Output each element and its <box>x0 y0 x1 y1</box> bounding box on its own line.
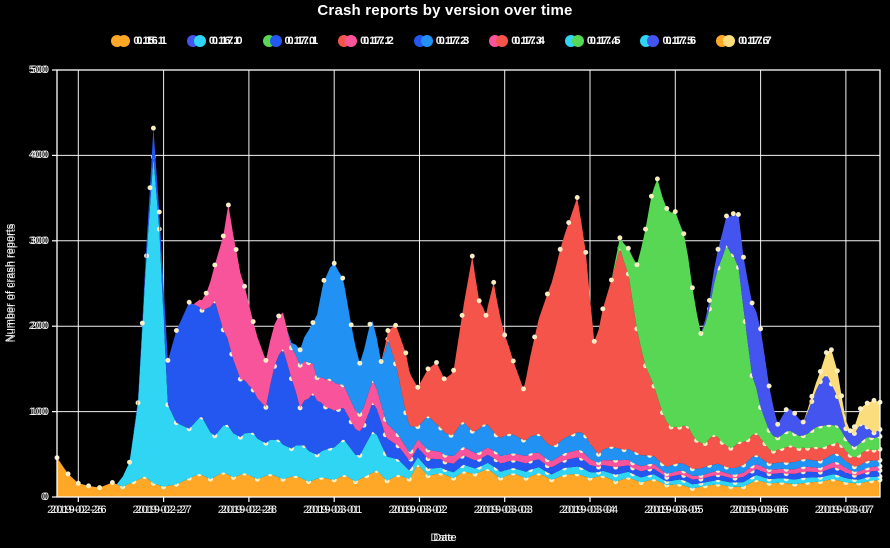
legend-label-text: 0.17.4 <box>514 35 545 47</box>
legend-item-0.17.5[interactable]: 0.17.4 0.17.5 <box>564 33 621 49</box>
legend-dot <box>193 35 206 47</box>
legend-dot <box>345 35 358 47</box>
y-axis-title: Number of crash reports <box>4 223 16 343</box>
legend-label: 0.17.3 0.17.4 <box>511 35 545 47</box>
legend-label-text: 0.17.5 <box>589 35 621 47</box>
legend-item-0.16.1[interactable]: 0.15.1 0.16.1 <box>111 33 167 49</box>
legend-label: 0.17.1 0.17.2 <box>360 35 394 47</box>
x-tick-label: 2019-03-05 <box>647 504 704 516</box>
legend-ghost-label: 0.17.4 <box>586 35 618 47</box>
legend-dot <box>647 35 660 47</box>
legend-dot <box>420 35 433 47</box>
legend-label: 0.16.1 0.17.0 <box>208 35 243 47</box>
legend-swatch <box>489 35 509 47</box>
legend-label: 0.17.0 0.17.1 <box>284 35 319 47</box>
legend-item-0.17.3[interactable]: 0.17.2 0.17.3 <box>413 33 470 49</box>
legend-label-text: 0.17.6 <box>665 35 697 47</box>
legend-label-text: 0.17.2 <box>363 35 394 47</box>
legend-item-0.17.0[interactable]: 0.16.1 0.17.0 <box>186 33 243 49</box>
legend-dot <box>723 35 736 47</box>
x-tick-label: 2019-03-07 <box>817 504 875 516</box>
chart-legend: 0.15.1 0.16.1 0.16.1 0.17.0 0.17.0 0.17.1 0.17… <box>0 33 890 49</box>
x-tick-label: 2019-03-02 <box>391 504 448 516</box>
y-tick-label: 400 <box>30 149 49 162</box>
x-tick-label: 2019-03-04 <box>561 504 619 516</box>
legend-label-text: 0.17.7 <box>741 35 772 47</box>
x-tick-label: 2019-03-03 <box>476 504 533 516</box>
y-tick-label: 100 <box>30 405 49 418</box>
legend-dot <box>118 35 131 47</box>
legend-ghost-label: 0.16.1 <box>208 35 240 47</box>
legend-swatch <box>413 35 433 47</box>
legend-dot <box>571 35 584 47</box>
legend-item-0.17.7[interactable]: 0.17.6 0.17.7 <box>716 33 772 49</box>
legend-swatch <box>716 35 736 47</box>
legend-item-0.17.2[interactable]: 0.17.1 0.17.2 <box>338 33 394 49</box>
legend-item-0.17.6[interactable]: 0.17.5 0.17.6 <box>640 33 697 49</box>
x-tick-label: 2019-03-06 <box>732 504 789 516</box>
x-tick-label: 2019-02-27 <box>135 504 192 516</box>
legend-swatch <box>262 35 282 47</box>
x-tick-label: 2019-02-26 <box>50 504 107 516</box>
y-tick-label: 200 <box>30 320 49 333</box>
legend-label: 0.17.5 0.17.6 <box>662 35 697 47</box>
legend-ghost-label: 0.17.3 <box>511 35 542 47</box>
legend-label: 0.17.4 0.17.5 <box>586 35 621 47</box>
legend-item-0.17.1[interactable]: 0.17.0 0.17.1 <box>262 33 319 49</box>
legend-swatch <box>640 35 660 47</box>
legend-label-text: 0.17.0 <box>211 35 243 47</box>
x-tick-label: 2019-03-01 <box>306 504 363 516</box>
legend-dot <box>496 35 509 47</box>
legend-ghost-label: 0.17.6 <box>738 35 769 47</box>
legend-item-0.17.4[interactable]: 0.17.3 0.17.4 <box>489 33 545 49</box>
x-tick-label: 2019-02-28 <box>220 504 278 516</box>
legend-label-text: 0.16.1 <box>136 35 167 47</box>
y-tick-label: 500 <box>30 64 49 76</box>
legend-label: 0.17.2 0.17.3 <box>435 35 470 47</box>
legend-swatch <box>564 35 584 47</box>
chart-title: Crash reports by version over time <box>317 2 573 19</box>
legend-swatch <box>186 35 206 47</box>
x-axis-title: Date <box>433 532 457 544</box>
y-tick-label: 0 <box>42 491 49 503</box>
legend-label: 0.15.1 0.16.1 <box>133 35 167 47</box>
legend-swatch <box>111 35 131 47</box>
legend-swatch <box>338 35 358 47</box>
y-tick-label: 300 <box>30 234 49 247</box>
legend-label: 0.17.6 0.17.7 <box>738 35 772 47</box>
legend-ghost-label: 0.17.1 <box>360 35 391 47</box>
legend-ghost-label: 0.17.0 <box>284 35 316 47</box>
legend-ghost-label: 0.17.5 <box>662 35 694 47</box>
legend-dot <box>269 35 282 47</box>
legend-label-text: 0.17.3 <box>438 35 470 47</box>
legend-ghost-label: 0.17.2 <box>435 35 467 47</box>
legend-ghost-label: 0.15.1 <box>133 35 164 47</box>
legend-label-text: 0.17.1 <box>287 35 319 47</box>
